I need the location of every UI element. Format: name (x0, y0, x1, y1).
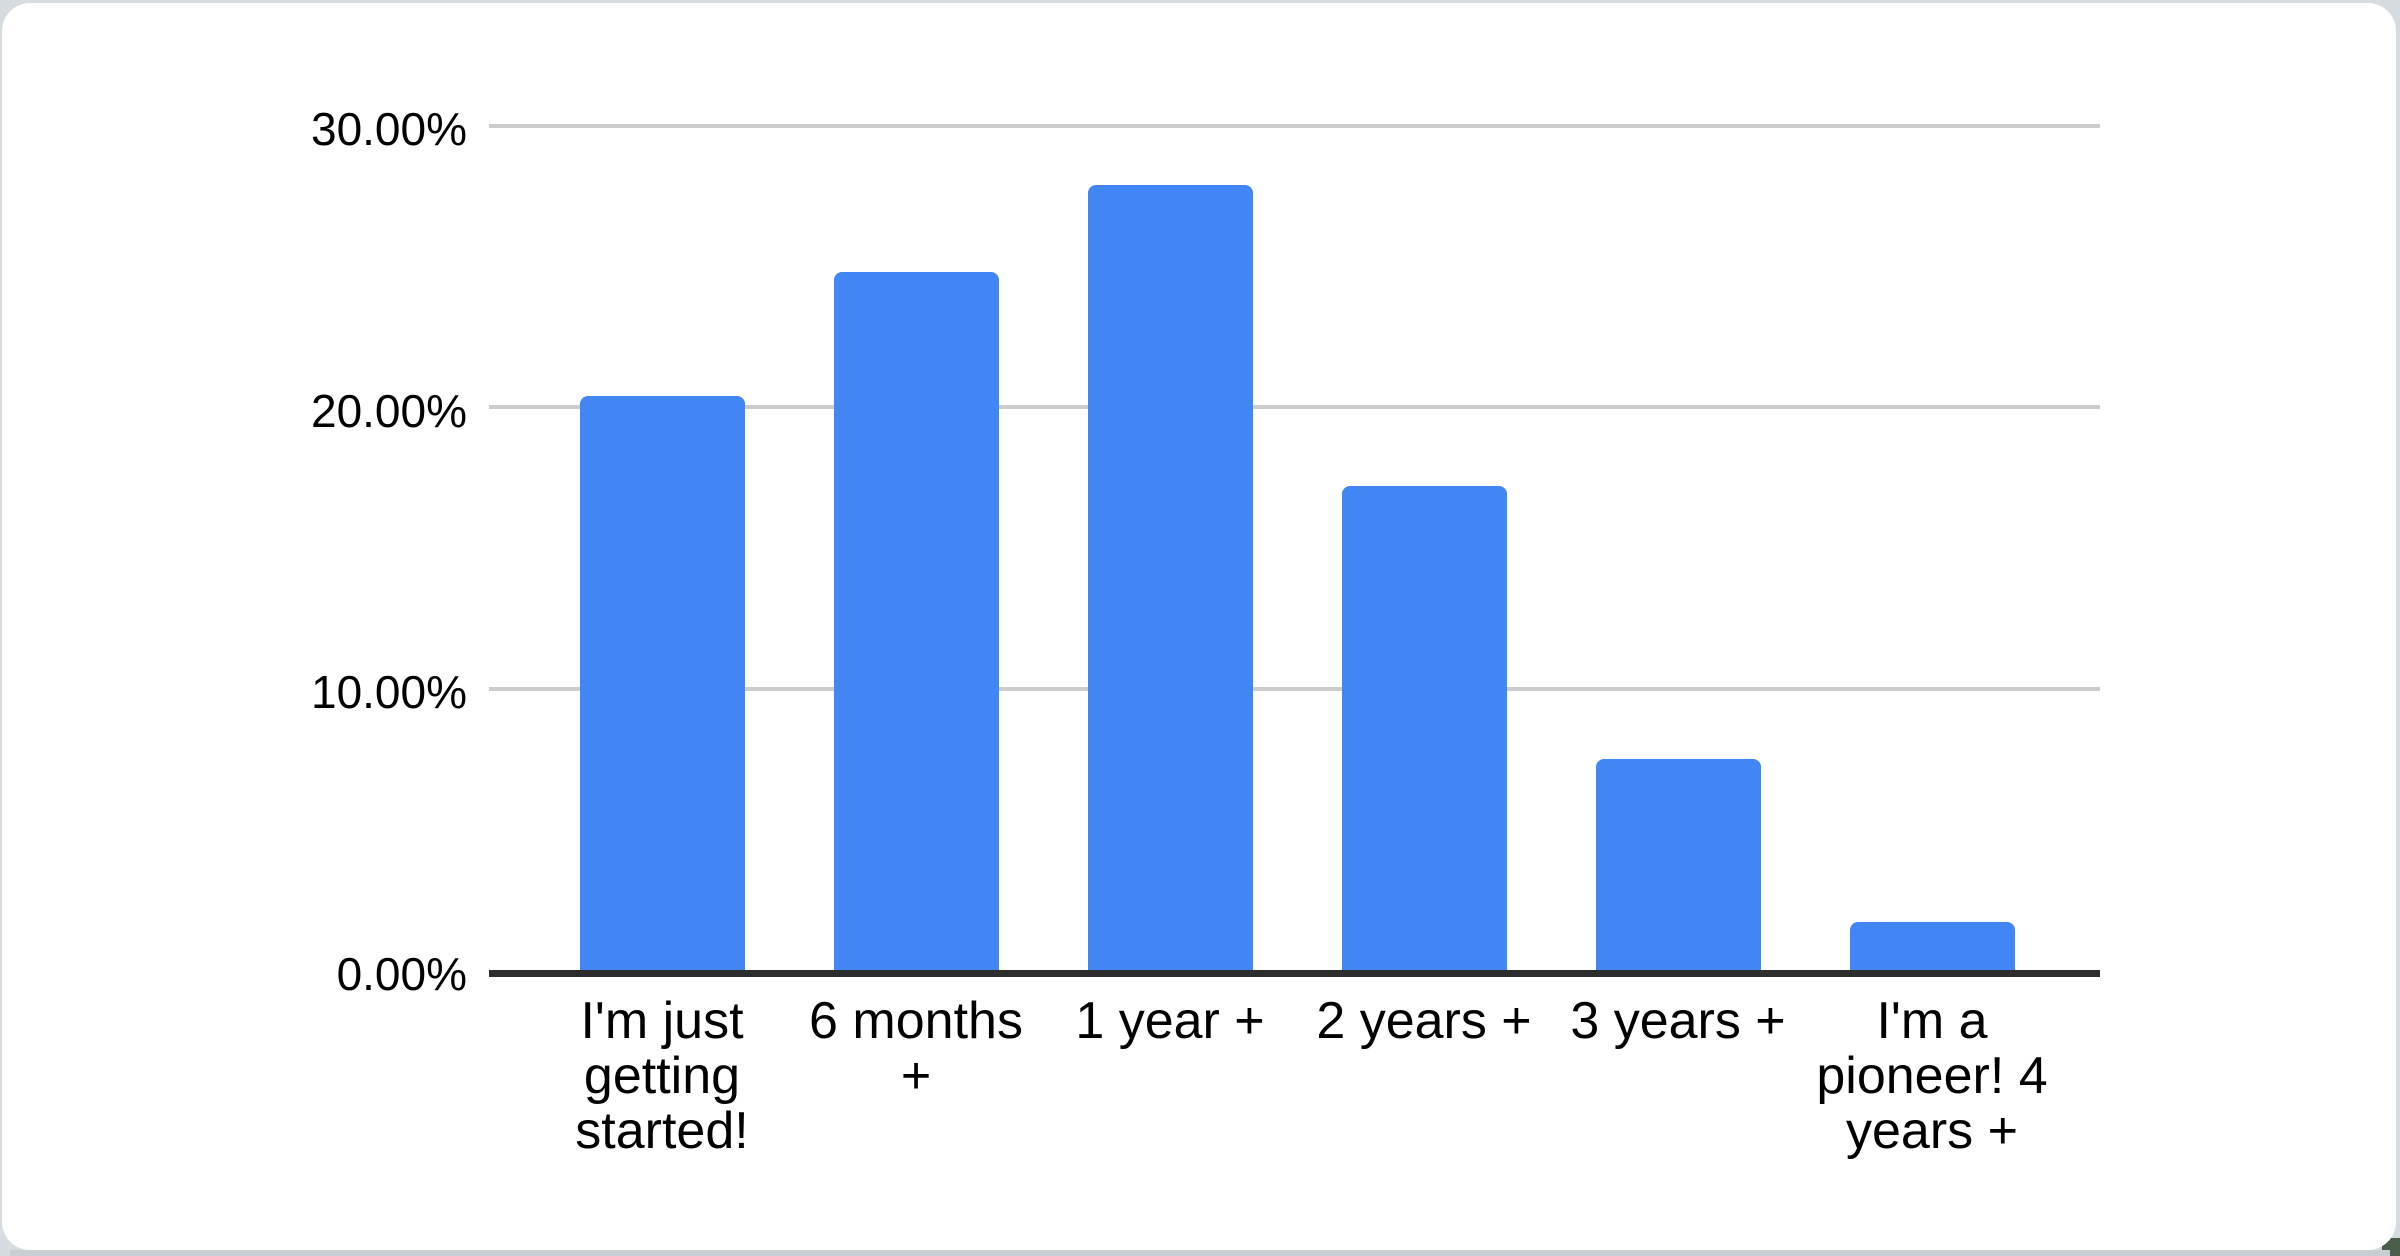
bar-2[interactable] (833, 271, 999, 970)
y-axis-tick-label: 30.00% (310, 103, 467, 155)
chart-card: 0.00% 10.00% 20.00% 30.00% I'm just getting… (2, 3, 2396, 1250)
y-axis-tick-label: 10.00% (310, 666, 467, 718)
x-axis-baseline (489, 970, 2100, 977)
gridline-10 (489, 686, 2100, 691)
gridline-20 (489, 405, 2100, 409)
bar-5[interactable] (1595, 758, 1761, 970)
gridline-30 (489, 123, 2100, 128)
x-axis-category-label: 6 months + (809, 992, 1023, 1105)
window-bottom-edge (10, 1250, 2390, 1256)
x-axis-category-label: I'm a pioneer! 4 years + (1816, 992, 2048, 1160)
bar-1[interactable] (579, 395, 745, 970)
y-axis-tick-label: 0.00% (336, 947, 467, 1000)
bar-4[interactable] (1341, 485, 1507, 970)
x-axis-category-label: 1 year + (1075, 992, 1265, 1050)
x-axis-category-label: 3 years + (1570, 992, 1786, 1050)
x-axis-category-label: 2 years + (1316, 992, 1532, 1050)
bar-3[interactable] (1087, 184, 1253, 970)
x-axis-category-label: I'm just getting started! (575, 992, 749, 1160)
bar-6[interactable] (1849, 922, 2015, 970)
y-axis-tick-label: 20.00% (310, 384, 467, 437)
bar-chart: 0.00% 10.00% 20.00% 30.00% I'm just getting… (2, 3, 2396, 1250)
